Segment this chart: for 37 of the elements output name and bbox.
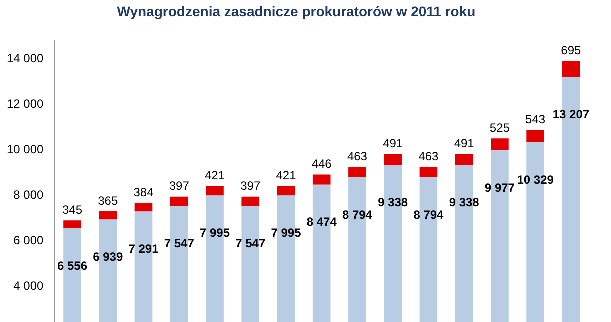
chart-title: Wynagrodzenia zasadnicze prokuratorów w 2011 roku <box>117 3 476 20</box>
data-label: 7 291 <box>128 242 160 256</box>
data-label: 345 <box>62 202 83 217</box>
data-label: 397 <box>240 179 261 194</box>
y-tick-label: 10 000 <box>7 142 44 156</box>
data-label: 8 794 <box>342 208 373 222</box>
data-label: 6 556 <box>57 258 88 273</box>
data-label: 6 939 <box>93 250 124 264</box>
data-label: 695 <box>561 44 582 58</box>
data-label: 491 <box>454 136 475 150</box>
data-label: 365 <box>98 194 118 208</box>
data-label: 7 547 <box>164 236 195 250</box>
data-label: 384 <box>134 185 154 200</box>
data-label: 9 338 <box>378 195 408 210</box>
y-tick-label: 6 000 <box>14 233 44 248</box>
data-label: 397 <box>169 179 190 194</box>
data-label: 7 995 <box>271 226 302 240</box>
data-label: 9 977 <box>484 180 516 195</box>
data-label: 421 <box>276 168 297 182</box>
data-label: 10 329 <box>517 172 554 187</box>
data-label: 543 <box>526 112 546 127</box>
data-label: 525 <box>490 120 510 135</box>
data-label: 463 <box>418 149 440 164</box>
data-label: 446 <box>312 157 332 171</box>
data-label: 421 <box>204 168 226 182</box>
data-label: 7 547 <box>236 236 266 250</box>
y-tick-label: 8 000 <box>14 188 44 202</box>
data-label: 8 794 <box>414 208 444 222</box>
data-label: 463 <box>347 149 368 164</box>
data-label: 13 207 <box>552 107 590 122</box>
y-tick-label: 4 000 <box>14 279 44 294</box>
data-label: 9 338 <box>449 195 480 210</box>
y-tick-label: 14 000 <box>7 51 44 66</box>
y-tick-label: 12 000 <box>7 96 44 111</box>
data-label: 8 474 <box>306 215 338 230</box>
data-label: 7 995 <box>200 226 230 240</box>
data-label: 491 <box>383 136 404 150</box>
